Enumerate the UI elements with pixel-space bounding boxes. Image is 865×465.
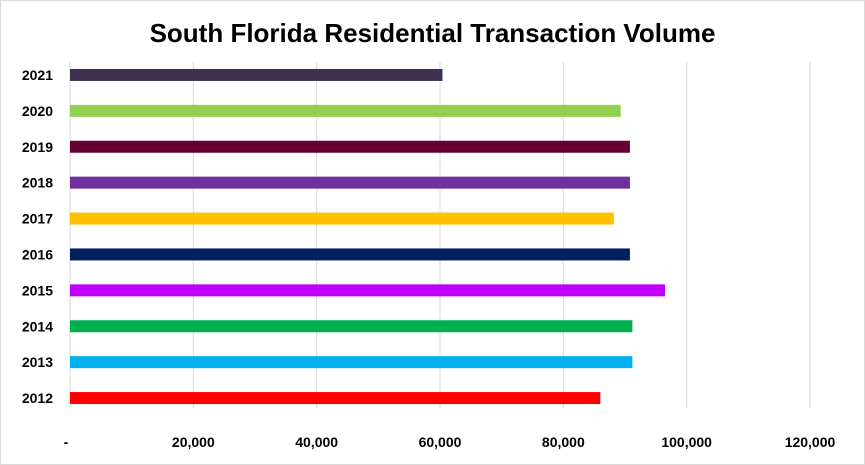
y-tick-label: 2018: [22, 175, 53, 191]
gridlines: [69, 62, 811, 408]
bar-2014: [70, 320, 633, 333]
y-tick-label: 2013: [22, 354, 53, 370]
y-tick-label: 2021: [22, 67, 53, 83]
bar-2012: [70, 392, 601, 405]
y-tick-label: 2020: [22, 103, 53, 119]
bar-2016: [70, 248, 630, 261]
y-tick-label: 2017: [22, 211, 53, 227]
y-tick-label: 2016: [22, 246, 53, 262]
x-tick-label: -: [64, 434, 69, 450]
bar-2013: [70, 356, 633, 369]
bar-2019: [70, 140, 630, 153]
x-tick-label: 120,000: [785, 434, 836, 450]
x-tick-label: 60,000: [419, 434, 462, 450]
bars: [70, 68, 666, 405]
y-tick-label: 2019: [22, 139, 53, 155]
bar-2017: [70, 212, 614, 225]
x-axis-labels: - 20,000 40,000 60,000 80,000 100,000 120,000: [64, 434, 836, 450]
bar-2020: [70, 104, 621, 117]
y-tick-label: 2014: [22, 318, 53, 334]
x-tick-label: 100,000: [661, 434, 712, 450]
bar-2015: [70, 284, 666, 297]
x-tick-label: 80,000: [542, 434, 585, 450]
y-axis-labels: 2012 2013 2014 2015 2016 2017 2018 2019 2020 2021: [22, 67, 53, 406]
y-tick-label: 2012: [22, 390, 53, 406]
chart-title: South Florida Residential Transaction Vo…: [149, 18, 716, 48]
bar-2018: [70, 176, 630, 189]
bar-2021: [70, 68, 443, 81]
x-tick-label: 20,000: [172, 434, 215, 450]
y-tick-label: 2015: [22, 282, 53, 298]
x-tick-label: 40,000: [295, 434, 338, 450]
